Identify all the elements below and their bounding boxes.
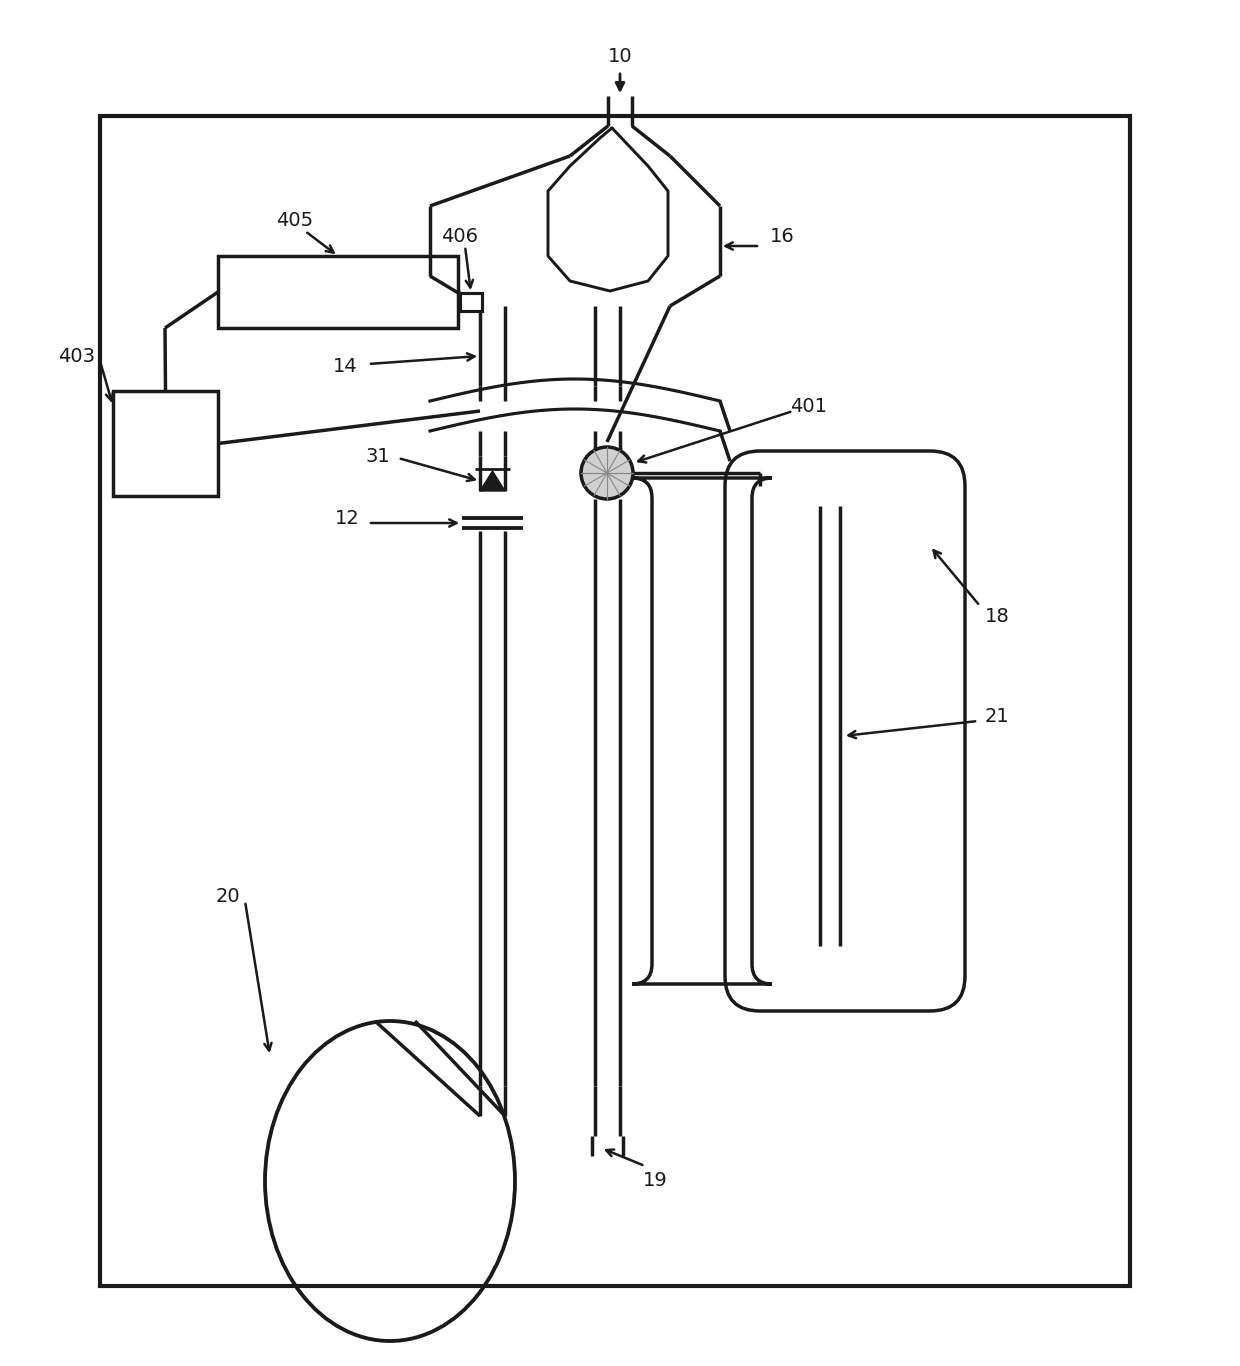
Text: 405: 405 xyxy=(277,212,314,231)
Text: 401: 401 xyxy=(790,396,827,415)
Text: 406: 406 xyxy=(441,227,479,246)
Text: 21: 21 xyxy=(985,706,1009,725)
Bar xyxy=(460,292,482,311)
Text: 403: 403 xyxy=(58,347,95,366)
Text: 19: 19 xyxy=(642,1171,667,1190)
Text: 14: 14 xyxy=(334,357,358,376)
Circle shape xyxy=(582,447,632,499)
Bar xyxy=(218,255,458,328)
Text: 18: 18 xyxy=(985,607,1009,626)
Text: 12: 12 xyxy=(335,508,360,527)
Text: 31: 31 xyxy=(366,447,391,466)
Polygon shape xyxy=(480,471,505,490)
Bar xyxy=(113,391,218,496)
Text: 10: 10 xyxy=(608,46,632,66)
Bar xyxy=(100,116,1130,1285)
Text: 20: 20 xyxy=(216,887,241,906)
Text: 16: 16 xyxy=(770,227,795,246)
